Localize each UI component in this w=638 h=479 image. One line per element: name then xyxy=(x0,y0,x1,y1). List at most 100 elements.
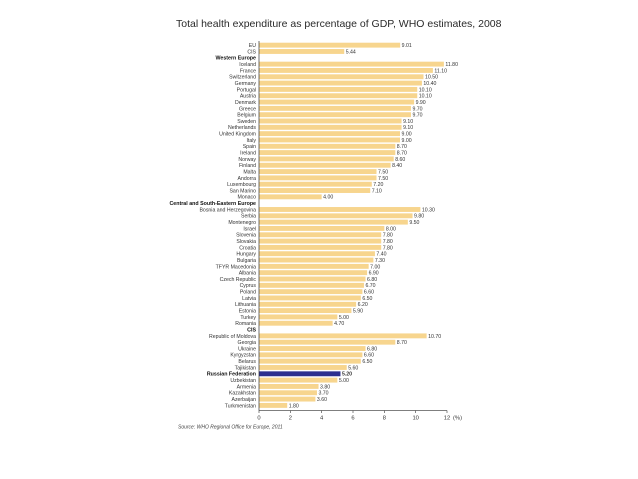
category-label-san-marino-23: San Marino xyxy=(229,188,256,194)
category-label-poland-39: Poland xyxy=(240,290,256,296)
value-label-france-4: 11.10 xyxy=(434,68,447,74)
category-label-tfyr-macedonia-35: TFYR Macedonia xyxy=(216,264,256,270)
category-label-malta-20: Malta xyxy=(243,169,256,175)
value-label-slovenia-30: 7.80 xyxy=(383,233,393,239)
bar-armenia-54 xyxy=(259,383,319,389)
x-tick-label-0: 0 xyxy=(257,416,260,422)
value-label-kazakhstan-55: 3.70 xyxy=(318,391,328,397)
bar-georgia-47 xyxy=(259,339,396,345)
value-label-poland-39: 6.60 xyxy=(364,290,374,296)
value-label-serbia-27: 9.80 xyxy=(414,214,424,220)
bar-russian-federation-52 xyxy=(259,371,341,377)
category-label-montenegro-28: Montenegro xyxy=(228,220,256,226)
bar-turkmenistan-57 xyxy=(259,402,288,408)
value-label-russian-federation-52: 5.20 xyxy=(342,372,352,378)
value-label-sweden-12: 9.10 xyxy=(403,119,413,125)
bar-eu-0 xyxy=(259,42,401,48)
bar-bosnia-and-herzegovina-26 xyxy=(259,207,421,212)
category-label-netherlands-13: Netherlands xyxy=(228,125,256,131)
value-label-greece-10: 9.70 xyxy=(412,106,422,112)
value-label-luxembourg-22: 7.20 xyxy=(373,182,383,188)
value-label-malta-20: 7.50 xyxy=(378,169,388,175)
value-label-germany-6: 10.40 xyxy=(423,81,436,87)
category-label-norway-18: Norway xyxy=(238,157,256,163)
bar-netherlands-13 xyxy=(259,124,402,130)
bar-austria-8 xyxy=(259,93,418,99)
group-label-western-europe-2: Western Europe xyxy=(215,56,256,62)
value-label-cyprus-38: 6.70 xyxy=(365,283,375,289)
value-label-switzerland-5: 10.50 xyxy=(425,75,438,81)
category-label-italy-15: Italy xyxy=(246,138,256,144)
bar-ireland-17 xyxy=(259,150,396,156)
category-label-czech-republic-37: Czech Republic xyxy=(220,277,257,283)
x-tick-label-10: 10 xyxy=(412,416,418,422)
bar-italy-15 xyxy=(259,137,400,143)
bar-united-kingdom-14 xyxy=(259,131,400,137)
category-label-cyprus-38: Cyprus xyxy=(240,283,257,289)
value-label-uzbekistan-53: 5.00 xyxy=(339,378,349,384)
bar-greece-10 xyxy=(259,105,411,111)
category-label-iceland-3: Iceland xyxy=(239,62,256,68)
category-label-belgium-11: Belgium xyxy=(237,113,256,119)
value-label-turkey-43: 5.00 xyxy=(339,315,349,321)
bar-croatia-32 xyxy=(259,244,382,250)
x-tick-label-12: 12 xyxy=(444,416,450,422)
value-label-bulgaria-34: 7.30 xyxy=(375,258,385,264)
value-label-romania-44: 4.70 xyxy=(334,321,344,327)
category-label-croatia-32: Croatia xyxy=(239,245,256,251)
bar-portugal-7 xyxy=(259,86,418,92)
category-label-georgia-47: Georgia xyxy=(238,340,257,346)
category-label-republic-of-moldova-46: Republic of Moldova xyxy=(209,334,256,340)
bar-malta-20 xyxy=(259,169,377,175)
bar-estonia-42 xyxy=(259,308,352,314)
value-label-denmark-9: 9.90 xyxy=(416,100,426,106)
bar-switzerland-5 xyxy=(259,74,424,80)
category-label-bulgaria-34: Bulgaria xyxy=(237,258,256,264)
bar-ukraine-48 xyxy=(259,346,366,351)
bar-kazakhstan-55 xyxy=(259,390,317,396)
group-label-cis-45: CIS xyxy=(247,327,256,333)
bar-romania-44 xyxy=(259,320,333,326)
bar-cis-1 xyxy=(259,49,345,54)
category-label-latvia-40: Latvia xyxy=(242,296,256,302)
bar-bulgaria-34 xyxy=(259,257,374,263)
category-label-kazakhstan-55: Kazakhstan xyxy=(229,391,256,397)
bar-kyrgyzstan-49 xyxy=(259,352,363,358)
value-label-netherlands-13: 9.10 xyxy=(403,125,413,131)
bar-slovenia-30 xyxy=(259,232,382,238)
bar-republic-of-moldova-46 xyxy=(259,333,427,339)
value-label-monaco-24: 4.00 xyxy=(323,195,333,201)
value-label-san-marino-23: 7.10 xyxy=(372,188,382,194)
category-label-albania-36: Albania xyxy=(239,271,256,277)
bar-iceland-3 xyxy=(259,61,444,67)
x-tick-label-4: 4 xyxy=(320,416,324,422)
bar-denmark-9 xyxy=(259,99,415,105)
value-label-azerbaijan-56: 3.60 xyxy=(317,397,327,403)
bar-slovakia-31 xyxy=(259,238,382,244)
value-label-slovakia-31: 7.80 xyxy=(383,239,393,245)
bar-luxembourg-22 xyxy=(259,181,372,187)
category-label-ireland-17: Ireland xyxy=(240,151,256,157)
category-label-andorra-21: Andorra xyxy=(238,176,257,182)
bar-sweden-12 xyxy=(259,118,402,124)
bar-uzbekistan-53 xyxy=(259,377,338,383)
bar-spain-16 xyxy=(259,143,396,149)
category-label-armenia-54: Armenia xyxy=(237,384,256,390)
value-label-tfyr-macedonia-35: 7.00 xyxy=(370,264,380,270)
bar-hungary-33 xyxy=(259,251,375,257)
bar-belarus-50 xyxy=(259,358,361,364)
bar-san-marino-23 xyxy=(259,188,371,193)
category-label-sweden-12: Sweden xyxy=(237,119,256,125)
value-label-ukraine-48: 6.80 xyxy=(367,346,377,352)
category-label-tajikistan-51: Tajikistan xyxy=(235,365,256,371)
category-label-uzbekistan-53: Uzbekistan xyxy=(230,378,256,384)
value-label-georgia-47: 8.70 xyxy=(397,340,407,346)
bar-monaco-24 xyxy=(259,194,322,200)
category-label-turkmenistan-57: Turkmenistan xyxy=(225,403,256,409)
value-label-iceland-3: 11.80 xyxy=(445,62,458,68)
group-label-central-and-south-eastern-europe-25: Central and South-Eastern Europe xyxy=(169,201,256,207)
value-label-croatia-32: 7.80 xyxy=(383,245,393,251)
bar-tajikistan-51 xyxy=(259,365,347,370)
category-label-cis-1: CIS xyxy=(247,49,256,55)
